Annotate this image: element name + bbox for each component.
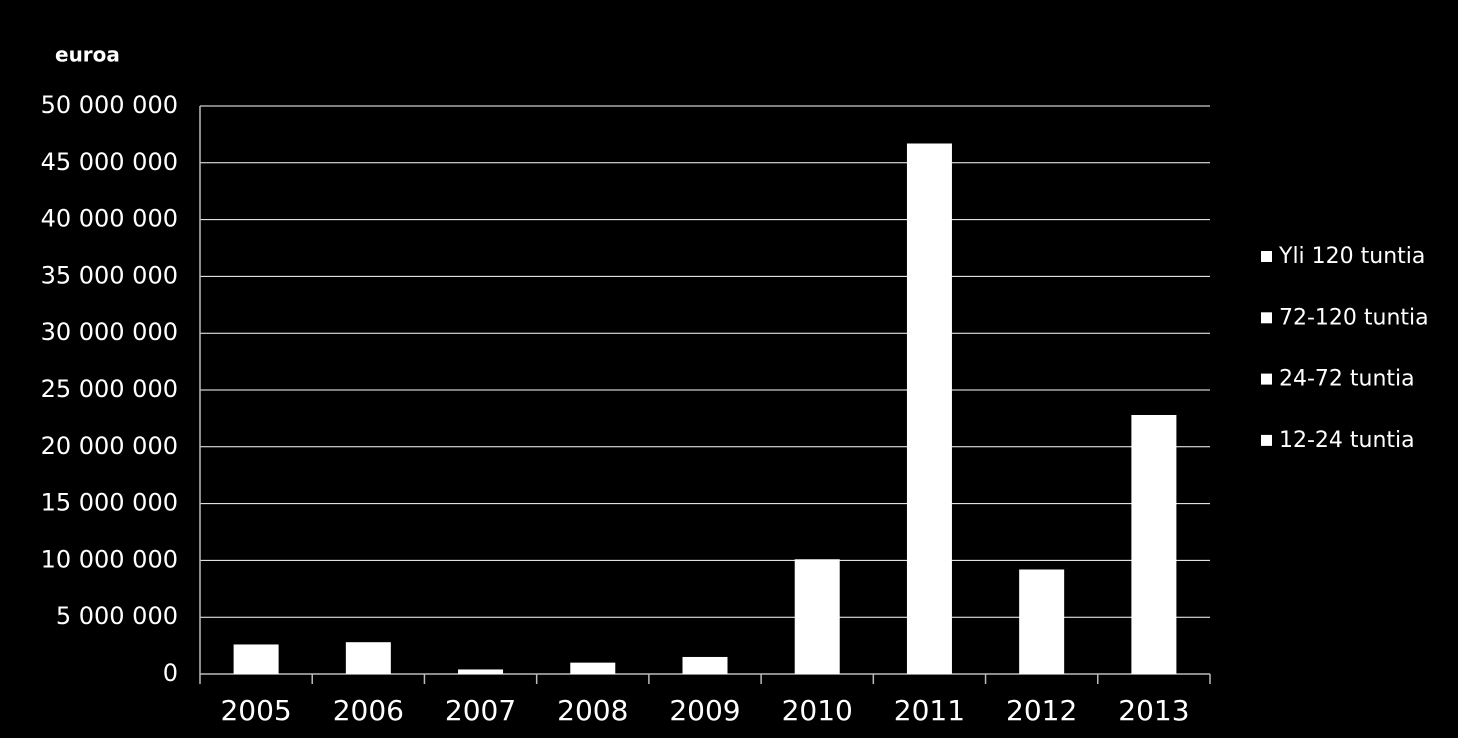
x-tick-label: 2013 xyxy=(1118,694,1189,727)
legend-swatch xyxy=(1261,312,1272,324)
bar-segment xyxy=(682,656,728,674)
legend-label: 24-72 tuntia xyxy=(1279,367,1415,392)
legend-label: 12-24 tuntia xyxy=(1279,428,1415,453)
x-tick-label: 2010 xyxy=(782,694,853,727)
bar-segment xyxy=(570,662,616,674)
y-tick-label: 10 000 000 xyxy=(41,545,178,573)
legend-swatch xyxy=(1261,434,1272,446)
bar-segment xyxy=(233,644,279,674)
bar-segment xyxy=(458,669,504,674)
x-tick-label: 2012 xyxy=(1006,694,1077,727)
y-tick-label: 20 000 000 xyxy=(41,432,178,460)
bar-segment xyxy=(1131,414,1177,674)
y-axis-label: euroa xyxy=(55,43,120,67)
legend-swatch xyxy=(1261,373,1272,385)
legend-label: Yli 120 tuntia xyxy=(1278,244,1425,269)
y-tick-label: 5 000 000 xyxy=(56,602,178,630)
x-tick-label: 2009 xyxy=(669,694,740,727)
y-tick-label: 45 000 000 xyxy=(41,148,178,176)
bar-segment xyxy=(1019,569,1065,674)
y-tick-label: 25 000 000 xyxy=(41,375,178,403)
legend-swatch xyxy=(1261,251,1272,262)
bar-segment xyxy=(906,143,952,674)
x-tick-label: 2006 xyxy=(333,694,404,727)
y-tick-label: 50 000 000 xyxy=(41,91,178,119)
y-tick-label: 15 000 000 xyxy=(41,489,178,517)
legend-label: 72-120 tuntia xyxy=(1279,305,1429,330)
bar-segment xyxy=(794,559,840,674)
x-tick-label: 2005 xyxy=(220,694,291,727)
y-tick-label: 30 000 000 xyxy=(41,318,178,346)
x-tick-label: 2007 xyxy=(445,694,516,727)
x-tick-label: 2008 xyxy=(557,694,628,727)
x-tick-label: 2011 xyxy=(894,694,965,727)
y-tick-label: 0 xyxy=(163,659,178,687)
y-tick-label: 40 000 000 xyxy=(41,205,178,233)
bar-segment xyxy=(345,642,391,674)
y-tick-label: 35 000 000 xyxy=(41,261,178,289)
